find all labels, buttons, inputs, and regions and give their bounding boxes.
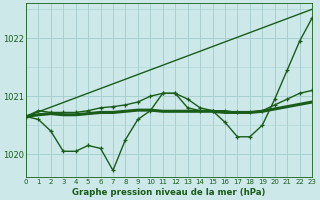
X-axis label: Graphe pression niveau de la mer (hPa): Graphe pression niveau de la mer (hPa) [72, 188, 266, 197]
